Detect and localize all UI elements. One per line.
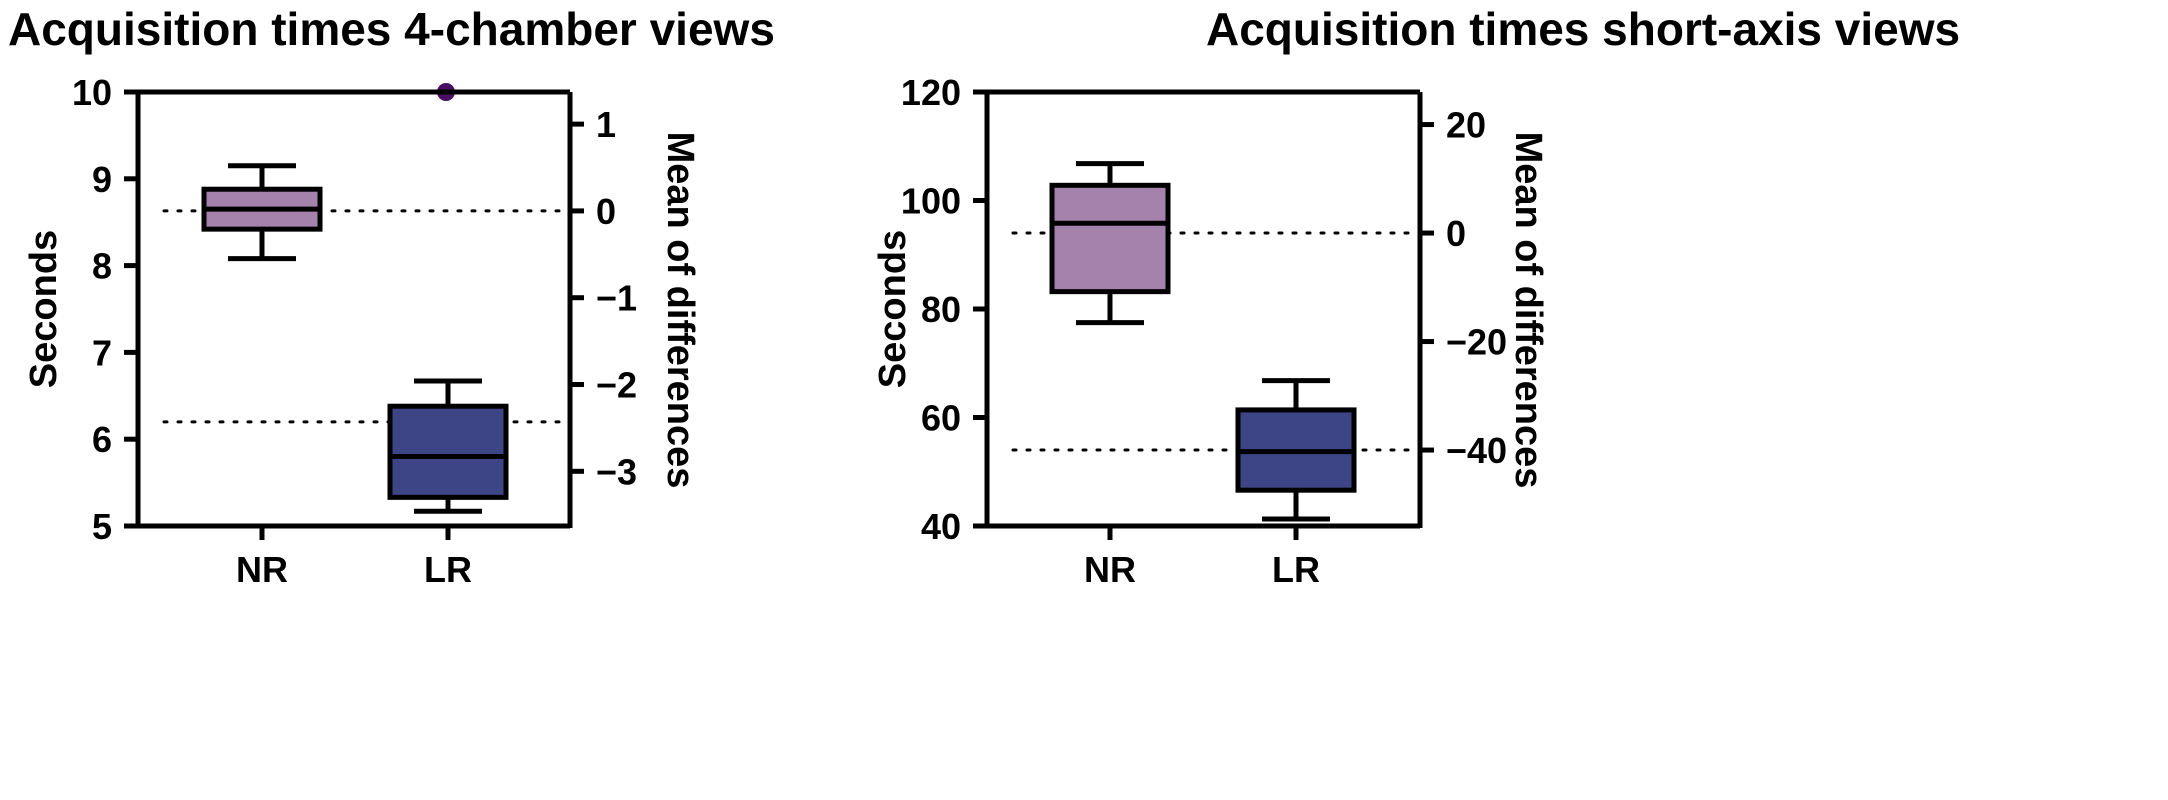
four-chamber-y-tick-label: 10 [72, 72, 112, 113]
four-chamber-y2-tick-label: −2 [596, 365, 637, 406]
short-axis-y-tick-label: 100 [901, 181, 961, 222]
four-chamber-lr-box [387, 403, 509, 500]
short-axis-y-axis-title: Seconds [872, 230, 914, 388]
four-chamber-y2-tick-label: −1 [596, 278, 637, 319]
four-chamber-category-label-nr: NR [236, 549, 288, 590]
short-axis-y-tick-label: 40 [921, 506, 961, 547]
four-chamber-y2-tick-label: 1 [596, 104, 616, 145]
four-chamber-y-tick-label: 9 [92, 159, 112, 200]
short-axis-y-tick-label: 60 [921, 398, 961, 439]
short-axis-y-tick-label: 80 [921, 289, 961, 330]
four-chamber-category-label-lr: LR [424, 549, 472, 590]
four-chamber-y-tick-label: 8 [92, 246, 112, 287]
short-axis-y2-tick-label: −40 [1446, 430, 1507, 471]
short-axis-y2-tick-label: 20 [1446, 105, 1486, 146]
four-chamber-y-tick-label: 6 [92, 419, 112, 460]
four-chamber-y-axis-title: Seconds [23, 230, 65, 388]
short-axis-y2-tick-label: −20 [1446, 322, 1507, 363]
four-chamber-y2-axis-title: Mean of differences [659, 132, 701, 489]
chart-title-short-axis: Acquisition times short-axis views [1206, 3, 1961, 55]
short-axis-category-label-nr: NR [1084, 549, 1136, 590]
four-chamber-y2-tick-label: −3 [596, 451, 637, 492]
short-axis-nr-box [1049, 182, 1171, 295]
short-axis-y2-tick-label: 0 [1446, 213, 1466, 254]
four-chamber-y-tick-label: 5 [92, 506, 112, 547]
four-chamber-y2-tick-label: 0 [596, 191, 616, 232]
short-axis-y2-axis-title: Mean of differences [1507, 132, 1549, 489]
short-axis-y-tick-label: 120 [901, 72, 961, 113]
chart-title-4-chamber: Acquisition times 4-chamber views [8, 3, 775, 55]
short-axis-category-label-lr: LR [1272, 549, 1320, 590]
four-chamber-y-tick-label: 7 [92, 332, 112, 373]
